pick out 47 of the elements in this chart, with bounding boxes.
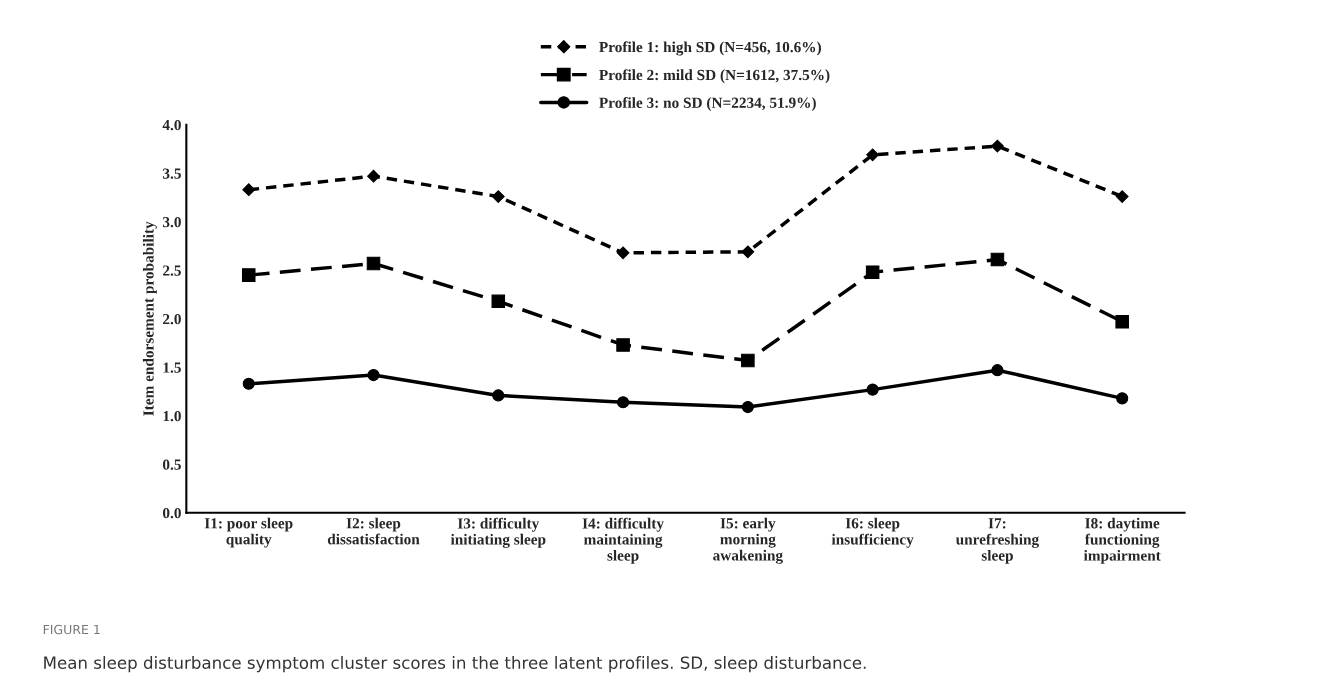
point — [616, 338, 630, 352]
point — [741, 245, 755, 259]
point — [366, 256, 381, 271]
point — [242, 377, 255, 390]
legend-label: Profile 2: mild SD (N=1612, 37.5%) — [599, 69, 830, 84]
y-tick-label: 1.5 — [163, 362, 181, 373]
y-axis-title: Item endorsement probability — [142, 221, 157, 416]
point — [241, 268, 256, 282]
point — [1115, 190, 1129, 203]
x-tick-label: I3: difficulty initiating sleep — [450, 517, 546, 548]
point — [242, 183, 256, 197]
point — [741, 353, 755, 368]
point — [617, 396, 630, 409]
x-tick-label: I7: unrefreshing sleep — [955, 518, 1040, 564]
legend-label: Profile 3: no SD (N=2234, 51.9%) — [599, 96, 816, 111]
point — [866, 383, 879, 396]
y-tick-label: 0.5 — [162, 459, 181, 470]
point — [865, 265, 880, 279]
x-tick-label: I1: poor sleep quality — [204, 517, 293, 548]
point — [1115, 314, 1129, 329]
point — [866, 148, 880, 162]
y-tick-label: 0.0 — [162, 507, 181, 519]
x-tick-label: I4: difficulty maintaining sleep — [582, 517, 664, 564]
point — [741, 400, 754, 414]
x-tick-label: I8: daytime functioning impairment — [1083, 517, 1161, 564]
y-tick-label: 4.0 — [162, 119, 181, 131]
y-tick-label: 2.5 — [163, 265, 181, 276]
point — [1116, 392, 1129, 405]
y-tick-label: 2.0 — [163, 313, 181, 325]
point — [991, 364, 1004, 377]
legend-label: Profile 1: high SD (N=456, 10.6%) — [599, 41, 821, 56]
y-tick-label: 3.0 — [162, 216, 181, 228]
point — [616, 246, 630, 260]
point — [492, 389, 505, 402]
point — [367, 368, 380, 382]
x-tick-label: I5: early morning awakening — [713, 517, 783, 564]
text: Mean sleep disturbance symptom cluster scores in the three latent profiles. SD, sleep disturbance. — [44, 656, 866, 673]
x-tick-label: I2: sleep dissatisfaction — [327, 517, 420, 545]
point — [990, 252, 1005, 267]
caption: FIGURE 1 — [43, 624, 100, 635]
point — [491, 294, 506, 309]
y-tick-label: 3.5 — [162, 168, 181, 179]
point — [367, 169, 380, 183]
point — [491, 190, 505, 203]
x-tick-label: I6: sleep insufficiency — [831, 517, 914, 548]
point — [991, 139, 1004, 153]
y-tick-label: 1.0 — [163, 410, 181, 422]
